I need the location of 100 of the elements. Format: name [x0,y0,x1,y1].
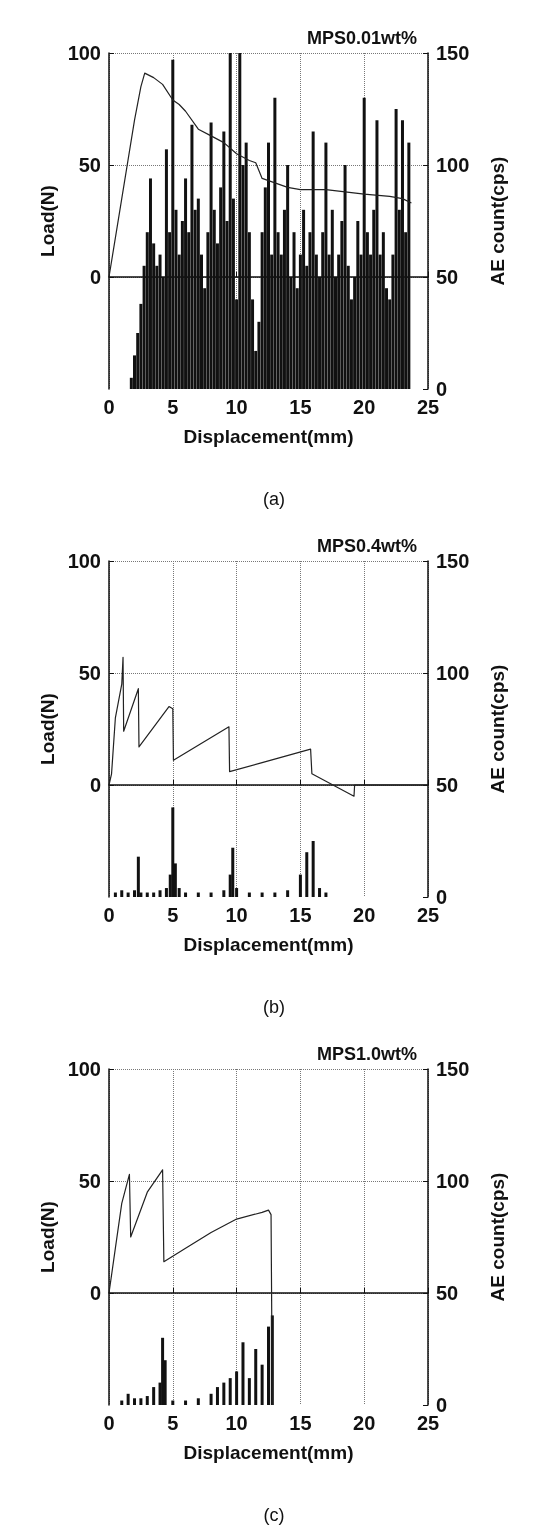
y-tick-label: 50 [78,154,101,176]
bar [171,807,175,897]
bar [152,1387,156,1405]
bar [152,892,156,897]
bar [136,856,140,897]
y-tick-label: 100 [67,550,101,572]
bar [247,892,251,897]
y-tick-label: 50 [78,662,101,684]
y-axis-title: Load(N) [36,693,58,765]
y2-tick-label: 100 [436,154,470,176]
x-tick-label: 5 [167,904,179,926]
bar [133,1398,137,1405]
y-tick-label: 0 [89,774,101,796]
bar [260,1364,264,1405]
bar [113,892,117,897]
y2-axis-title: AE count(cps) [487,1172,508,1302]
line-series [108,656,429,797]
y-axis-title: Load(N) [36,1201,58,1273]
y-tick-label: 100 [67,42,101,64]
x-tick-label: 0 [103,904,115,926]
bar [196,198,200,389]
bar [145,1396,149,1405]
x-tick-label: 15 [289,1412,312,1434]
bar [161,1337,165,1405]
y2-tick-label: 150 [436,550,470,572]
chart-title: MPS0.01wt% [306,28,418,48]
bar [305,852,309,897]
y2-tick-label: 50 [436,774,459,796]
x-axis-title: Displacement(mm) [183,426,354,447]
bar [184,892,188,897]
bar [286,890,290,897]
bar [311,841,315,897]
y-tick-label: 0 [89,1282,101,1304]
y2-tick-label: 100 [436,662,470,684]
bar [241,1342,245,1405]
text: (c) [263,1505,285,1525]
bar [324,892,328,897]
x-tick-label: 15 [289,904,312,926]
bar [400,120,404,389]
bar [126,892,130,897]
x-tick-label: 20 [353,396,376,418]
bar [184,1400,188,1405]
x-tick-label: 15 [289,396,312,418]
bar [231,847,235,897]
chart-title: MPS1.0wt% [316,1044,417,1064]
y2-axis-title: AE count(cps) [487,156,508,286]
bar [298,874,302,897]
bar [254,1349,258,1405]
bar [126,1393,130,1405]
bar [196,892,200,897]
x-tick-label: 10 [225,396,248,418]
bar [222,1382,226,1405]
x-axis-title: Displacement(mm) [183,1442,354,1463]
line-series [108,72,413,278]
bar [139,1398,143,1405]
text: (a) [263,489,285,509]
y-tick-label: 50 [78,1170,101,1192]
x-tick-label: 20 [353,904,376,926]
bar [222,890,226,897]
bar [273,892,277,897]
x-tick-label: 10 [225,1412,248,1434]
bar [184,178,188,389]
bar [120,1400,124,1405]
y2-tick-label: 50 [436,266,459,288]
x-tick-label: 0 [103,1412,115,1434]
bar [228,1378,232,1405]
x-tick-label: 20 [353,1412,376,1434]
y-tick-label: 0 [89,266,101,288]
line-series [108,1169,273,1406]
x-tick-label: 5 [167,396,179,418]
bar [228,53,232,389]
bar [362,97,366,389]
bar [148,178,152,389]
bar [145,892,149,897]
bar [318,888,322,897]
bar [171,59,175,389]
bar [158,890,162,897]
bar [209,1393,213,1405]
y-tick-label: 100 [67,1058,101,1080]
bar [209,892,213,897]
x-tick-label: 5 [167,1412,179,1434]
bar [235,1371,239,1405]
bar [247,1378,251,1405]
y2-tick-label: 150 [436,42,470,64]
y2-tick-label: 150 [436,1058,470,1080]
bar [260,892,264,897]
y2-tick-label: 50 [436,1282,459,1304]
x-tick-label: 0 [103,396,115,418]
bar [215,1387,219,1405]
y-axis-title: Load(N) [36,185,58,257]
bar [196,1398,200,1405]
bar [120,890,124,897]
bar [171,1400,175,1405]
chart-title: MPS0.4wt% [316,536,417,556]
y2-tick-label: 100 [436,1170,470,1192]
x-axis-title: Displacement(mm) [183,934,354,955]
y2-axis-title: AE count(cps) [487,664,508,794]
x-tick-label: 10 [225,904,248,926]
bar [302,209,306,389]
text: (b) [263,997,285,1017]
